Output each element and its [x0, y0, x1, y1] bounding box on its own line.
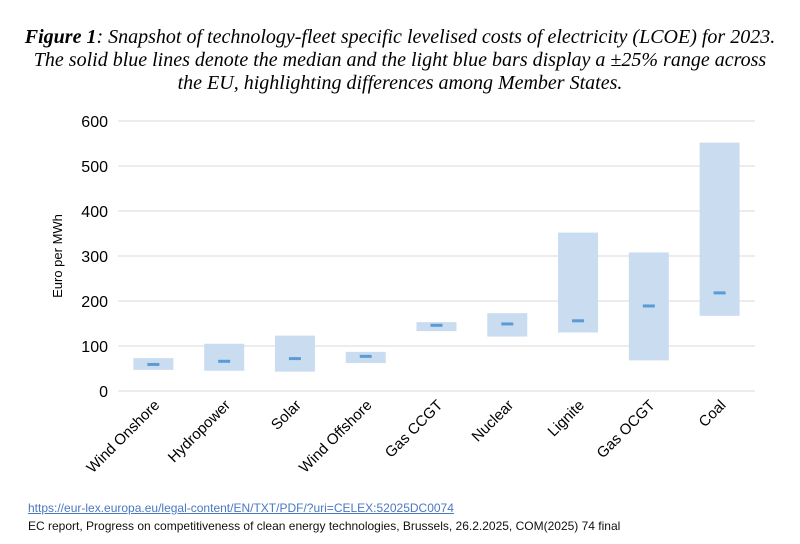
x-tick-label: Gas OCGT — [594, 397, 659, 462]
x-tick-label: Wind Onshore — [83, 397, 163, 477]
x-tick-label: Solar — [268, 397, 305, 434]
range-bar — [699, 142, 740, 316]
x-tick-label: Nuclear — [469, 397, 518, 446]
source-note: EC report, Progress on competitiveness o… — [28, 519, 621, 533]
y-tick-label: 600 — [81, 114, 108, 131]
x-tick-label: Hydropower — [165, 397, 234, 466]
figure-caption: Figure 1: Snapshot of technology-fleet s… — [0, 26, 800, 95]
caption-line-1: Figure 1: Snapshot of technology-fleet s… — [0, 26, 800, 49]
y-tick-label: 300 — [81, 249, 108, 266]
y-axis-label: Euro per MWh — [50, 214, 65, 298]
caption-line-3: the EU, highlighting differences among M… — [177, 72, 623, 94]
y-tick-labels: 0 100 200 300 400 500 600 — [81, 114, 108, 401]
range-bar — [274, 335, 315, 372]
range-bar — [558, 232, 599, 333]
caption-title: : Snapshot of technology-fleet specific … — [96, 26, 776, 48]
median-markers — [147, 291, 726, 366]
x-tick-label: Coal — [696, 397, 730, 431]
y-tick-label: 400 — [81, 204, 108, 221]
figure-label: Figure 1 — [24, 26, 97, 48]
range-bars — [133, 142, 740, 372]
y-tick-label: 500 — [81, 159, 108, 176]
lcoe-chart: 0 100 200 300 400 500 600 Wind Onshore Hydropow… — [50, 114, 755, 477]
y-tick-label: 200 — [81, 294, 108, 311]
y-tick-label: 0 — [99, 384, 108, 401]
x-tick-label: Lignite — [545, 397, 588, 440]
y-tick-label: 100 — [81, 339, 108, 356]
x-tick-label: Gas CCGT — [382, 397, 446, 461]
source-link[interactable]: https://eur-lex.europa.eu/legal-content/… — [28, 501, 454, 515]
range-bar — [204, 343, 245, 371]
x-tick-label: Wind Offshore — [296, 397, 376, 477]
caption-line-2: The solid blue lines denote the median a… — [33, 49, 767, 71]
